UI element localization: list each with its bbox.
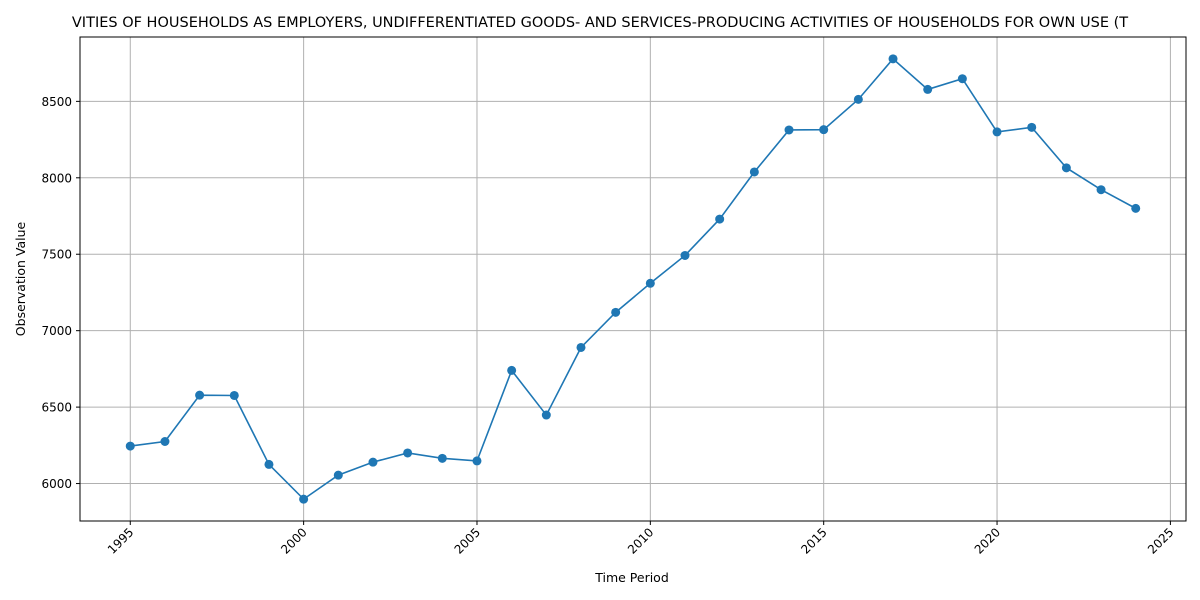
data-point xyxy=(125,441,135,451)
series-observation-value xyxy=(125,54,1141,504)
data-point xyxy=(541,410,551,420)
data-point xyxy=(264,459,274,469)
x-tick-label: 1995 xyxy=(105,525,136,556)
y-tick-label: 6000 xyxy=(41,477,72,491)
data-point xyxy=(1061,163,1071,173)
data-point xyxy=(368,457,378,467)
data-point xyxy=(437,453,447,463)
data-point xyxy=(992,127,1002,137)
chart-title: VITIES OF HOUSEHOLDS AS EMPLOYERS, UNDIF… xyxy=(72,15,1128,31)
plot-area-frame xyxy=(79,36,1187,522)
data-point xyxy=(299,494,309,504)
data-point xyxy=(472,456,482,466)
data-point xyxy=(888,54,898,64)
data-point xyxy=(819,125,829,135)
data-point xyxy=(333,470,343,480)
x-axis-label: Time Period xyxy=(594,570,669,585)
data-point xyxy=(957,74,967,84)
data-point xyxy=(749,167,759,177)
data-point xyxy=(923,84,933,94)
y-axis-label: Observation Value xyxy=(13,221,28,336)
data-point xyxy=(576,342,586,352)
data-point xyxy=(645,278,655,288)
data-point xyxy=(229,390,239,400)
axis-ticks: 1995 2000 2005 2010 2015 2020 2025 6000 6500 7000… xyxy=(41,95,1176,557)
data-point xyxy=(715,214,725,224)
data-point xyxy=(507,365,517,375)
data-point xyxy=(1027,122,1037,132)
y-tick-label: 8500 xyxy=(41,95,72,109)
data-point xyxy=(784,125,794,135)
data-point xyxy=(403,448,413,458)
x-tick-label: 2015 xyxy=(798,525,829,556)
data-point xyxy=(160,437,170,447)
data-point xyxy=(611,307,621,317)
x-tick-label: 2000 xyxy=(278,525,309,556)
y-tick-label: 6500 xyxy=(41,401,72,415)
series-line xyxy=(130,57,1137,501)
data-point xyxy=(680,250,690,260)
grid-lines xyxy=(80,37,1186,521)
x-tick-label: 2005 xyxy=(452,525,483,556)
data-point xyxy=(853,94,863,104)
y-tick-label: 8000 xyxy=(41,171,72,185)
data-point xyxy=(195,390,205,400)
data-point xyxy=(1096,185,1106,195)
x-tick-label: 2010 xyxy=(625,525,656,556)
data-point xyxy=(1131,203,1141,213)
y-tick-label: 7500 xyxy=(41,248,72,262)
y-tick-label: 7000 xyxy=(41,324,72,338)
x-tick-label: 2020 xyxy=(972,525,1003,556)
x-tick-label: 2025 xyxy=(1145,525,1176,556)
